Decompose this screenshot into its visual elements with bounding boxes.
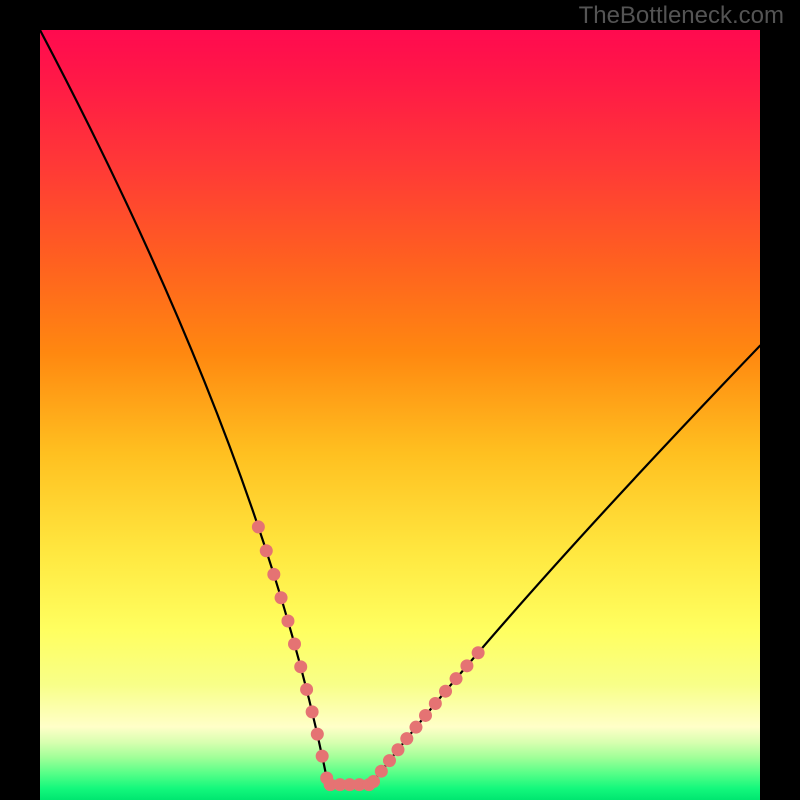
chart-stage: TheBottleneck.com <box>0 0 800 800</box>
watermark-text: TheBottleneck.com <box>579 2 784 30</box>
gradient-background <box>40 30 760 800</box>
